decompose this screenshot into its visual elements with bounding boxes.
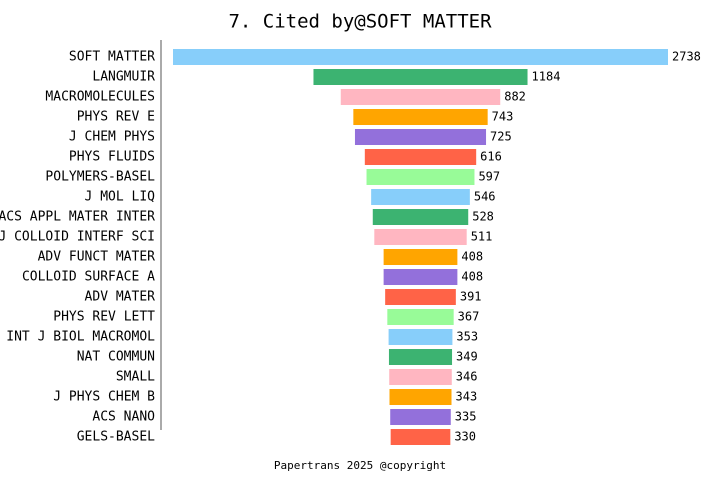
- bar: [387, 309, 454, 325]
- value-label: 882: [504, 90, 526, 104]
- value-label: 343: [456, 390, 478, 404]
- y-tick-label: LANGMUIR: [92, 70, 155, 85]
- y-tick-label: MACROMOLECULES: [45, 90, 155, 105]
- value-label: 725: [490, 130, 512, 144]
- y-tick-label: ACS NANO: [92, 410, 155, 425]
- bar: [389, 369, 452, 385]
- y-tick-label: NAT COMMUN: [77, 350, 155, 365]
- y-tick-label: J PHYS CHEM B: [53, 390, 155, 405]
- bar: [371, 189, 470, 205]
- y-tick-label: PHYS REV E: [77, 110, 155, 125]
- bar: [385, 289, 456, 305]
- value-label: 511: [471, 230, 493, 244]
- y-tick-label: ACS APPL MATER INTER: [0, 210, 155, 225]
- value-label: 1184: [532, 70, 561, 84]
- value-label: 330: [454, 430, 476, 444]
- value-label: 349: [456, 350, 478, 364]
- y-tick-label: J COLLOID INTERF SCI: [0, 230, 155, 245]
- bar: [388, 349, 453, 365]
- bar: [390, 409, 451, 425]
- y-tick-label: J CHEM PHYS: [69, 130, 155, 145]
- y-tick-label: ADV MATER: [85, 290, 156, 305]
- bar: [353, 109, 488, 125]
- bar: [390, 429, 451, 445]
- value-label: 353: [456, 330, 478, 344]
- bar: [383, 269, 458, 285]
- bar: [366, 169, 475, 185]
- value-label: 616: [480, 150, 502, 164]
- y-tick-label: COLLOID SURFACE A: [22, 270, 155, 285]
- bar: [388, 329, 453, 345]
- value-label: 391: [460, 290, 482, 304]
- y-tick-label: GELS-BASEL: [77, 430, 155, 445]
- bar: [173, 49, 668, 65]
- bar: [372, 209, 469, 225]
- chart-title: 7. Cited by@SOFT MATTER: [228, 11, 492, 33]
- caption: Papertrans 2025 @copyright: [274, 459, 446, 472]
- y-tick-label: PHYS FLUIDS: [69, 150, 155, 165]
- bar: [340, 89, 501, 105]
- y-tick-label: POLYMERS-BASEL: [45, 170, 155, 185]
- value-label: 743: [492, 110, 514, 124]
- bar: [374, 229, 467, 245]
- y-tick-label: PHYS REV LETT: [53, 310, 155, 325]
- y-tick-label: J MOL LIQ: [85, 190, 156, 205]
- bar: [383, 249, 458, 265]
- bar: [313, 69, 528, 85]
- y-tick-label: ADV FUNCT MATER: [38, 250, 156, 265]
- value-label: 408: [461, 250, 483, 264]
- value-label: 335: [455, 410, 477, 424]
- bar: [389, 389, 452, 405]
- value-label: 346: [456, 370, 478, 384]
- bar: [364, 149, 477, 165]
- value-label: 367: [458, 310, 480, 324]
- bar: [354, 129, 487, 145]
- value-label: 408: [461, 270, 483, 284]
- value-label: 528: [472, 210, 494, 224]
- y-tick-label: SMALL: [116, 370, 155, 385]
- value-label: 546: [474, 190, 496, 204]
- value-label: 2738: [672, 50, 701, 64]
- y-tick-label: SOFT MATTER: [69, 50, 155, 65]
- y-tick-label: INT J BIOL MACROMOL: [6, 330, 155, 345]
- value-label: 597: [478, 170, 500, 184]
